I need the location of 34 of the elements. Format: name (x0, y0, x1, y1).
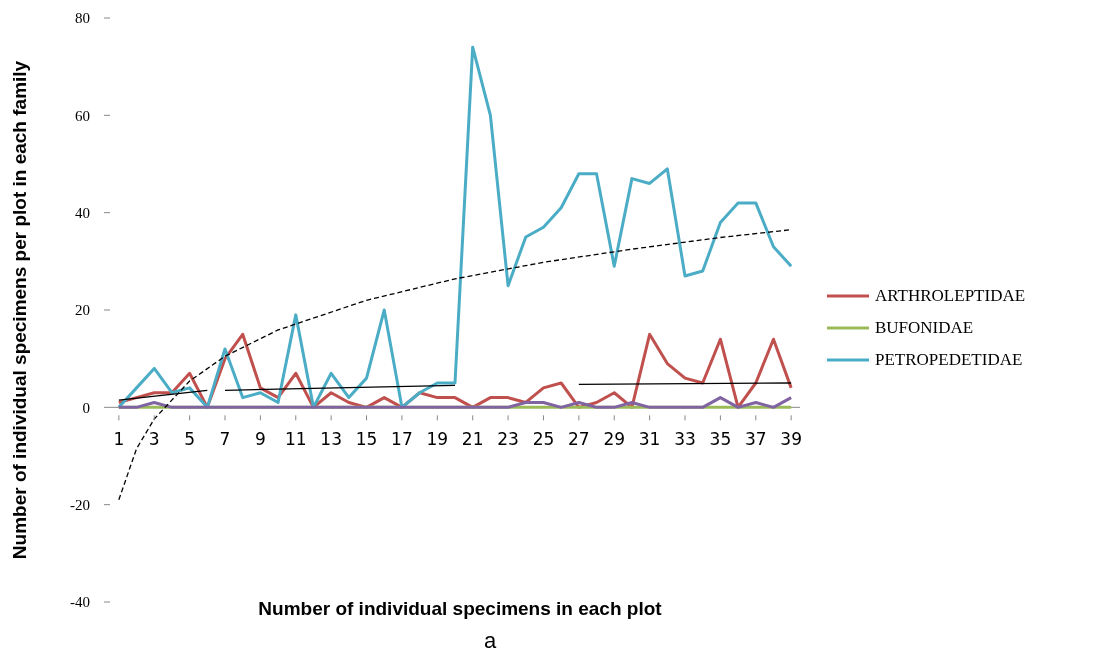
x-tick-label: 19 (426, 429, 449, 450)
x-tick-label: 27 (568, 429, 590, 450)
y-tick-label: 20 (75, 302, 90, 319)
legend-label: BUFONIDAE (875, 318, 974, 338)
x-tick-label: 23 (497, 429, 519, 450)
x-tick-label: 39 (780, 429, 802, 450)
x-tick-label: 29 (603, 429, 626, 450)
legend-label: PETROPEDETIDAE (875, 350, 1023, 370)
x-tick-label: 15 (355, 429, 378, 450)
y-tick-label: -40 (70, 594, 90, 611)
x-tick-label: 33 (674, 429, 696, 450)
x-tick-label: 13 (320, 429, 342, 450)
y-tick-label: -20 (70, 496, 90, 513)
y-tick-label: 40 (75, 204, 90, 221)
x-tick-label: 21 (461, 429, 484, 450)
x-tick-label: 11 (284, 429, 307, 450)
x-tick-label: 35 (709, 429, 732, 450)
text: a (482, 628, 498, 654)
line-series (117, 45, 793, 409)
x-tick-label: 25 (532, 429, 555, 450)
y-tick-label: 80 (75, 10, 90, 27)
x-tick-label: 7 (219, 429, 231, 450)
x-tick-label: 5 (184, 429, 196, 450)
x-tick-label: 1 (113, 429, 125, 450)
x-axis-title: Number of individual specimens in each plot (257, 598, 663, 620)
x-tick-label: 37 (744, 429, 767, 450)
legend-label: ARTHROLEPTIDAE (875, 286, 1026, 306)
x-tick-label: 3 (148, 429, 160, 450)
y-axis-title: Number of individual specimens per plot in each family (9, 60, 31, 560)
x-tick-label: 17 (391, 429, 413, 450)
y-tick-label: 0 (82, 399, 90, 416)
x-tick-label: 31 (638, 429, 661, 450)
x-tick-label: 9 (254, 429, 266, 450)
y-tick-label: 60 (75, 107, 90, 124)
